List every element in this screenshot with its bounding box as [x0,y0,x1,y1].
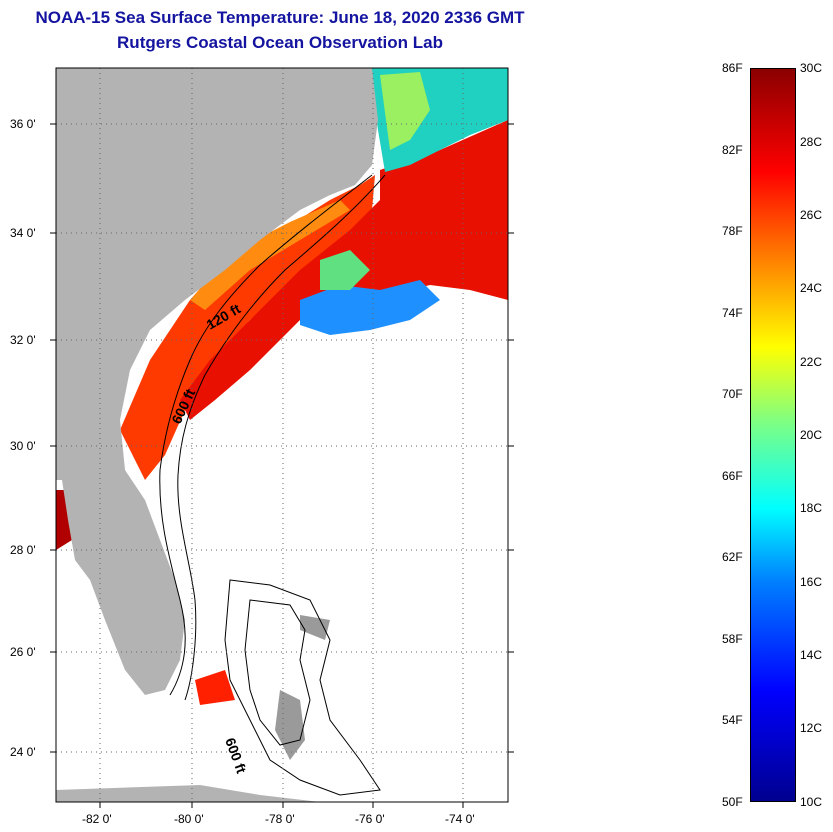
colorbar-f-78: 78F [722,224,743,238]
colorbar-f-50: 50F [722,795,743,809]
colorbar-f-58: 58F [722,632,743,646]
colorbar-f-70: 70F [722,387,743,401]
colorbar-f-66: 66F [722,469,743,483]
lat-label-34: 34 0' [10,226,36,240]
colorbar-c-24: 24C [800,281,823,295]
lat-label-30: 30 0' [10,439,36,453]
lon-label-80: -80 0' [174,812,204,826]
colorbar-c-26: 26C [800,208,823,222]
contour-bahamas [224,579,381,796]
land-bahamas [275,690,305,760]
colorbar-f-82: 82F [722,143,743,157]
colorbar-c-16: 16C [800,575,823,589]
sst-green-patches [320,250,370,290]
colorbar-c-20: 20C [800,428,823,442]
colorbar-c-18: 18C [800,501,823,515]
colorbar-c-10: 10C [800,795,823,809]
land-bahamas-north [300,615,330,640]
contour-bahamas-inner [244,599,311,746]
map-frame [55,67,509,803]
contour-120ft [159,174,373,696]
land-mainland [56,68,378,695]
map-subtitle: Rutgers Coastal Ocean Observation Lab [117,33,443,52]
colorbar-c-28: 28C [800,135,823,149]
colorbar-f-86: 86F [722,61,743,75]
lat-label-26: 26 0' [10,645,36,659]
grid-lines [56,68,508,802]
tick-marks [50,123,514,808]
map-title: NOAA-15 Sea Surface Temperature: June 18… [35,8,525,27]
colorbar-c-30: 30C [800,61,823,75]
colorbar-f-54: 54F [722,713,743,727]
lat-label-28: 28 0' [10,543,36,557]
sst-cool-patches [300,280,440,335]
lon-label-78: -78 0' [265,812,295,826]
sst-northern-green [380,72,430,150]
lon-label-74: -74 0' [445,812,475,826]
temperature-colorbar [750,68,796,802]
colorbar-c-22: 22C [800,355,823,369]
lon-label-82: -82 0' [82,812,112,826]
colorbar-f-74: 74F [722,306,743,320]
colorbar-f-62: 62F [722,550,743,564]
lat-label-32: 32 0' [10,333,36,347]
colorbar-c-12: 12C [800,721,823,735]
contour-600ft [177,174,386,701]
lat-label-24: 24 0' [10,745,36,759]
sst-coastal-orange [190,200,350,310]
lat-label-36: 36 0' [10,117,36,131]
lon-label-76: -76 0' [355,812,385,826]
land-cuba [56,785,320,802]
colorbar-c-14: 14C [800,648,823,662]
sst-south-warm [195,670,235,705]
